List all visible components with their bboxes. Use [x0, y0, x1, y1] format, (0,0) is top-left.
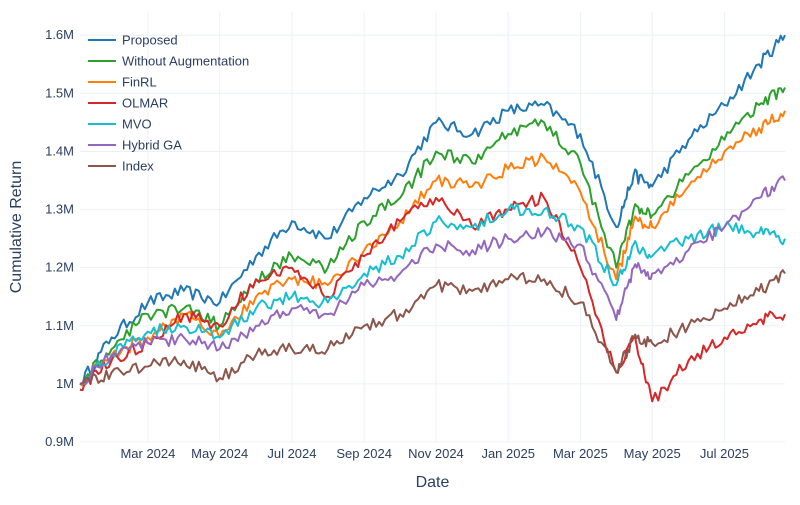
y-axis-title: Cumulative Return [8, 161, 25, 294]
legend-item[interactable]: Index [88, 159, 154, 174]
x-tick-label: Jul 2025 [700, 446, 749, 461]
legend-label: MVO [122, 117, 152, 132]
legend-label: OLMAR [122, 96, 168, 111]
y-tick-label: 1.4M [45, 143, 74, 158]
series-line-mvo[interactable] [79, 202, 786, 385]
legend-label: FinRL [122, 75, 157, 90]
legend-item[interactable]: MVO [88, 117, 152, 132]
y-tick-label: 0.9M [45, 434, 74, 449]
x-axis-title: Date [416, 474, 450, 491]
series-line-olmar[interactable] [79, 191, 786, 403]
x-tick-label: May 2024 [191, 446, 248, 461]
x-tick-label: Jul 2024 [267, 446, 316, 461]
y-tick-label: 1.5M [45, 85, 74, 100]
gridlines [80, 12, 785, 443]
x-tick-label: Jan 2025 [481, 446, 535, 461]
y-tick-label: 1.1M [45, 318, 74, 333]
series-line-finrl[interactable] [79, 110, 786, 386]
series-line-index[interactable] [79, 269, 786, 385]
x-tick-label: Nov 2024 [408, 446, 464, 461]
tick-labels: 0.9M 1M 1.1M 1.2M 1.3M 1.4M 1.5M 1.6M Mar 2024 Ma… [45, 27, 749, 461]
y-tick-label: 1.6M [45, 27, 74, 42]
legend-label: Without Augmentation [122, 54, 249, 69]
legend-item[interactable]: FinRL [88, 75, 157, 90]
legend-label: Index [122, 159, 154, 174]
legend-item[interactable]: Proposed [88, 33, 178, 48]
legend-item[interactable]: Hybrid GA [88, 138, 182, 153]
legend-item[interactable]: OLMAR [88, 96, 168, 111]
legend[interactable]: Proposed Without Augmentation FinRL OLMAR MV… [88, 33, 249, 174]
legend-item[interactable]: Without Augmentation [88, 54, 249, 69]
y-tick-label: 1.3M [45, 202, 74, 217]
x-tick-label: Sep 2024 [336, 446, 392, 461]
legend-label: Proposed [122, 33, 178, 48]
y-tick-label: 1.2M [45, 260, 74, 275]
series-line-proposed[interactable] [79, 34, 786, 387]
x-tick-label: Mar 2024 [120, 446, 175, 461]
y-tick-label: 1M [56, 376, 74, 391]
series-lines [79, 34, 786, 403]
x-tick-label: Mar 2025 [553, 446, 608, 461]
series-line-hybrid-ga[interactable] [79, 175, 786, 386]
legend-label: Hybrid GA [122, 138, 182, 153]
x-tick-label: May 2025 [624, 446, 681, 461]
